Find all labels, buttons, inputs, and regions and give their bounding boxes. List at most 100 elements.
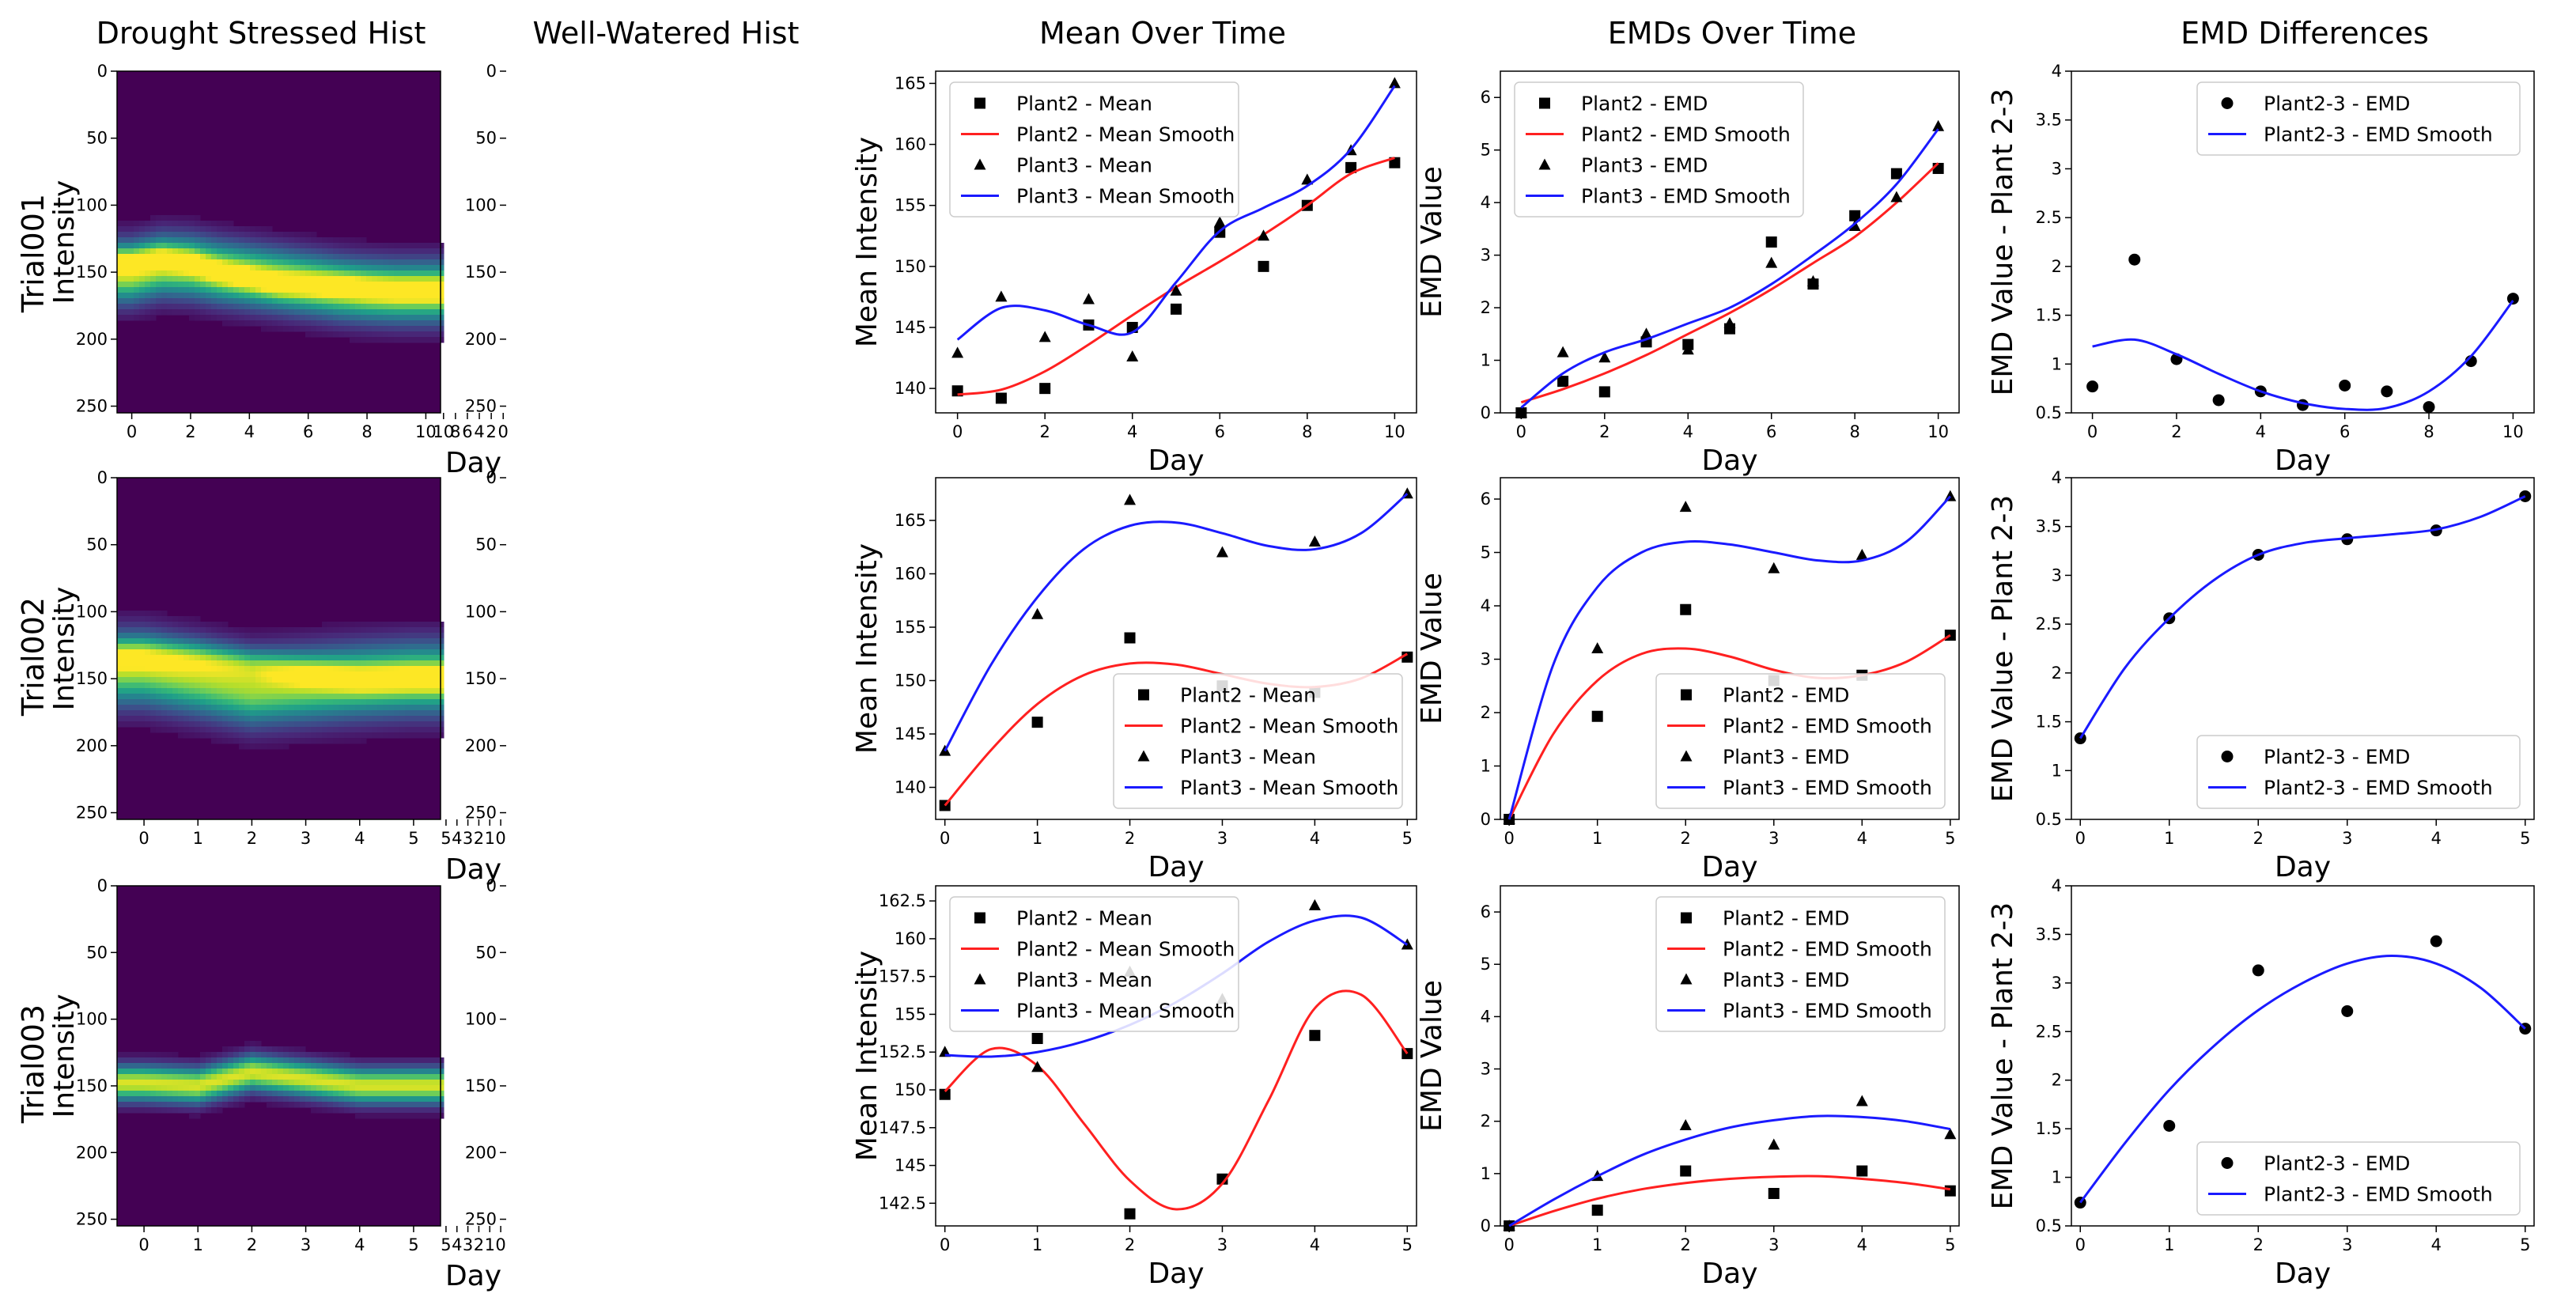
heatmap-cell [339, 716, 345, 722]
heatmap-cell [305, 1074, 312, 1080]
heatmap-cell [172, 293, 179, 299]
heatmap-cell [294, 315, 301, 321]
heatmap-cell [366, 1063, 373, 1069]
heatmap-cell [383, 710, 389, 717]
heatmap-cell [350, 655, 356, 661]
heatmap-cell [117, 677, 123, 683]
heatmap-cell [244, 705, 251, 711]
heatmap-cell [200, 237, 206, 244]
heatmap-cell [189, 1074, 195, 1080]
heatmap-cell [344, 660, 350, 667]
heatmap-cell [134, 1096, 140, 1103]
heatmap-cell [394, 677, 400, 683]
heatmap-cell [134, 649, 140, 656]
heatmap-cell [361, 237, 367, 244]
heatmap-cell [222, 1046, 229, 1053]
heatmap-cell [250, 293, 256, 299]
heatmap-cell [178, 1063, 184, 1069]
heatmap-cell [222, 1102, 229, 1108]
x-tick-label: 4 [2431, 1235, 2442, 1254]
heatmap-cell [244, 265, 251, 271]
legend-box [949, 896, 1239, 1032]
heatmap-cell [244, 293, 251, 299]
triangle-marker [1768, 1138, 1780, 1150]
heatmap-cell [200, 671, 206, 678]
heatmap-cell [283, 232, 289, 238]
heatmap-cell [250, 1080, 256, 1086]
heatmap-cell [355, 633, 361, 639]
heatmap-cell [416, 683, 422, 689]
heatmap-cell [344, 320, 350, 327]
heatmap-cell [261, 727, 267, 733]
heatmap-cell [228, 627, 234, 634]
heatmap-cell [311, 276, 317, 282]
heatmap-cell [217, 677, 223, 683]
heatmap-cell [178, 633, 184, 639]
triangle-marker [1681, 343, 1694, 355]
legend-label: Plant2 - Mean [1180, 684, 1316, 707]
heatmap-cell [383, 1063, 389, 1069]
heatmap-cell [316, 732, 323, 739]
heatmap-cell [145, 243, 151, 249]
triangle-marker [951, 346, 964, 358]
heatmap-cell [195, 1074, 201, 1080]
heatmap-cell [178, 309, 184, 316]
heatmap-cell [416, 254, 422, 260]
heatmap-cell [410, 331, 417, 338]
y-tick-label: 150 [76, 1076, 108, 1095]
heatmap-cell [322, 320, 328, 327]
heatmap-cell [333, 1052, 339, 1058]
heatmap-cell [178, 721, 184, 728]
heatmap-cell [322, 633, 328, 639]
heatmap-cell [294, 1085, 301, 1091]
heatmap-cell [206, 1085, 212, 1091]
heatmap-cell [322, 254, 328, 260]
heatmap-cell [366, 694, 373, 700]
heatmap-cell [322, 694, 328, 700]
heatmap-cell [300, 716, 306, 722]
heatmap-cell [272, 688, 278, 694]
x-tick-label: 2 [247, 1235, 257, 1254]
heatmap-cell [410, 699, 417, 705]
heatmap-cell [410, 1107, 417, 1114]
heatmap-cell [305, 633, 312, 639]
heatmap-cell [128, 660, 134, 667]
heatmap-frame [116, 477, 441, 820]
heatmap-cell [244, 694, 251, 700]
heatmap-cell [200, 315, 206, 321]
heatmap-cell [183, 248, 190, 255]
heatmap-cell [244, 1091, 251, 1097]
heatmap-cell [228, 276, 234, 282]
heatmap-cell [322, 315, 328, 321]
heatmap-cell [217, 1057, 223, 1064]
heatmap-cell [117, 226, 123, 233]
heatmap-cell [123, 721, 129, 728]
heatmap-cell [206, 1102, 212, 1108]
heatmap-cell [316, 738, 323, 744]
heatmap-cell [222, 721, 229, 728]
heatmap-cell [427, 732, 433, 739]
heatmap-cell [278, 232, 284, 238]
heatmap-cell [123, 1052, 129, 1058]
heatmap-cell [327, 1102, 334, 1108]
heatmap-cell [167, 627, 173, 634]
x-tick-label: 0 [138, 829, 149, 848]
y-tick-label: 150 [465, 263, 497, 282]
heatmap-cell [172, 638, 179, 645]
square-marker [1557, 376, 1569, 388]
heatmap-cell [211, 1085, 218, 1091]
heatmap-cell [333, 254, 339, 260]
heatmap-cell [422, 1096, 428, 1103]
heatmap-cell [228, 655, 234, 661]
heatmap-cell [361, 282, 367, 288]
heatmap-cell [228, 282, 234, 288]
heatmap-cell [189, 265, 195, 271]
heatmap-cell [361, 699, 367, 705]
heatmap-cell [228, 1057, 234, 1064]
heatmap-cell [289, 727, 295, 733]
heatmap-cell [372, 671, 378, 678]
series-plant3-emd [1515, 119, 1945, 418]
heatmap-cell [267, 320, 273, 327]
heatmap-cell [217, 649, 223, 656]
